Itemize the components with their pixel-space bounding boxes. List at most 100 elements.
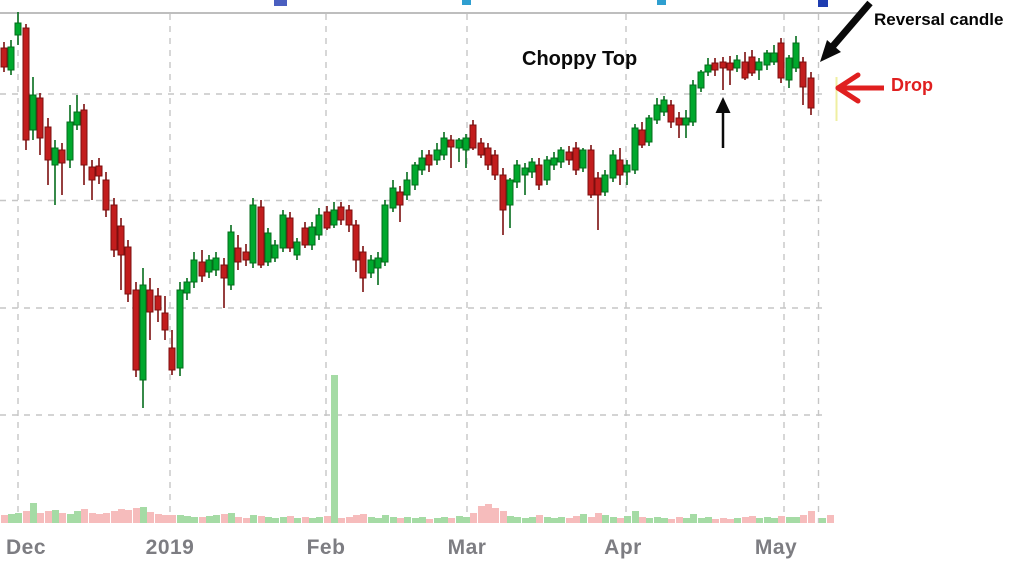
volume-bar — [280, 517, 287, 523]
candle-down — [337, 206, 345, 221]
candle-up — [271, 244, 279, 259]
candle-down — [146, 289, 154, 313]
volume-bar — [448, 518, 455, 523]
candle-down — [124, 246, 132, 295]
volume-bar — [808, 511, 815, 523]
candle-up — [66, 121, 74, 161]
volume-bar — [800, 515, 807, 523]
volume-bar — [419, 517, 426, 523]
volume-bar — [302, 517, 309, 523]
volume-bar — [368, 517, 375, 523]
volume-bar — [551, 518, 558, 523]
candle-up — [433, 149, 441, 161]
candle-down — [616, 159, 624, 176]
volume-bar — [690, 514, 697, 523]
candle-up — [315, 214, 323, 236]
volume-bar — [771, 518, 778, 523]
volume-bar — [749, 516, 756, 523]
up-arrow-icon — [715, 97, 731, 148]
volume-bar — [470, 513, 477, 523]
candle-down — [80, 109, 88, 166]
candle-up — [205, 259, 213, 273]
candle-up — [183, 281, 191, 294]
candle-up — [293, 241, 301, 256]
volume-bar — [463, 517, 470, 523]
volume-bar — [221, 514, 228, 523]
volume-bar — [617, 518, 624, 523]
candle-down — [132, 289, 140, 371]
volume-bar — [426, 519, 433, 523]
candle-down — [667, 104, 675, 123]
drop-arrow-icon — [835, 72, 884, 104]
volume-bar — [52, 510, 59, 523]
candle-up — [14, 22, 22, 36]
candle-down — [168, 347, 176, 371]
volume-bar — [793, 517, 800, 523]
volume-bar — [309, 518, 316, 523]
candle-up — [249, 204, 257, 264]
cropped-title-fragment — [462, 0, 471, 5]
cropped-title-fragment — [657, 0, 666, 5]
volume-bar — [639, 517, 646, 523]
volume-bar — [580, 514, 587, 523]
candle-down — [711, 62, 719, 71]
volume-bar — [514, 517, 521, 523]
volume-bar — [243, 518, 250, 523]
candle-up — [689, 84, 697, 123]
candle-down — [469, 124, 477, 149]
candle-down — [58, 149, 66, 164]
candle-down — [257, 206, 265, 266]
volume-bar — [683, 518, 690, 523]
x-axis-label-2019: 2019 — [145, 536, 195, 559]
volume-bar — [441, 517, 448, 523]
volume-bar — [177, 515, 184, 523]
volume-bar — [827, 515, 834, 523]
candle-down — [198, 261, 206, 277]
candle-up — [543, 159, 551, 181]
volume-bar — [235, 517, 242, 523]
volume-bar — [610, 517, 617, 523]
candle-up — [7, 46, 15, 71]
volume-bar — [756, 518, 763, 523]
x-axis-label-feb: Feb — [306, 536, 346, 559]
candle-down — [499, 174, 507, 211]
volume-bar — [764, 517, 771, 523]
volume-bar — [573, 516, 580, 523]
volume-bar — [624, 516, 631, 523]
cropped-title-fragment — [274, 0, 287, 6]
volume-bar — [375, 518, 382, 523]
volume-bar — [819, 518, 826, 523]
volume-bar — [15, 513, 22, 523]
candle-down — [777, 42, 785, 79]
candle-up — [623, 164, 631, 173]
volume-bar — [45, 511, 52, 523]
volume-bar — [720, 518, 727, 523]
volume-bar — [522, 518, 529, 523]
x-axis-label-apr: Apr — [604, 536, 642, 559]
candle-down — [535, 164, 543, 186]
volume-bar — [353, 515, 360, 523]
volume-bar — [331, 375, 338, 523]
candle-down — [359, 251, 367, 279]
volume-bar — [456, 516, 463, 523]
cropped-title-fragment — [818, 0, 828, 7]
volume-bar — [661, 518, 668, 523]
volume-bar — [778, 516, 785, 523]
volume-bar — [37, 513, 44, 523]
volume-bar — [485, 504, 492, 523]
volume-bar — [654, 517, 661, 523]
candle-up — [462, 137, 470, 151]
candle-down — [36, 97, 44, 139]
candle-up — [367, 259, 375, 274]
volume-bar — [646, 518, 653, 523]
candle-down — [242, 251, 250, 261]
volume-bar — [507, 516, 514, 523]
candle-up — [403, 179, 411, 196]
volume-bar — [103, 513, 110, 523]
volume-bar — [96, 514, 103, 523]
candle-up — [176, 289, 184, 369]
candle-up — [792, 42, 800, 69]
volume-bar — [595, 513, 602, 523]
volume-bar — [228, 513, 235, 523]
volume-bar — [74, 511, 81, 523]
